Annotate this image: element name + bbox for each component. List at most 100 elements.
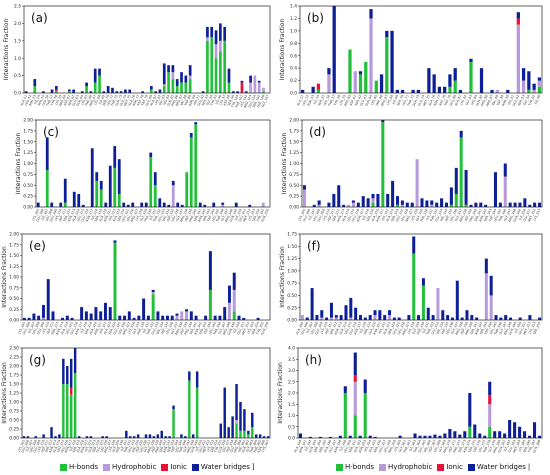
- legend-label-hbonds: H-bonds: [345, 463, 375, 471]
- x-tick-label-ile-350: ILE_350: [513, 321, 522, 334]
- x-tick-label-leu-308: LEU_308: [28, 439, 37, 453]
- bar-hydrophobic-ala-314: [347, 204, 351, 207]
- bar-hydrophobic-gln-64: [369, 18, 373, 93]
- bar-water-bridges-phe-330: [425, 200, 429, 207]
- x-tick-label-trp-344: TRP_344: [488, 208, 498, 223]
- bar-water-bridges-leu-345: [213, 315, 217, 320]
- x-tick-label-ser-341: SER_341: [158, 439, 167, 453]
- x-tick-label-arg-327: ARG_327: [401, 321, 411, 336]
- x-tick-label-val-334: VAL_334: [155, 321, 164, 335]
- bar-water-bridges-leu-308: [315, 315, 319, 320]
- bar-water-bridges-gly-329: [137, 315, 141, 320]
- x-tick-label-his-322: HIS_322: [108, 208, 117, 221]
- legend-item-water-bridges: Water bridges: [467, 463, 526, 471]
- y-tick-label: 1.75: [9, 242, 19, 248]
- y-tick-label: 1.50: [23, 139, 33, 145]
- bar-water-bridges-ser-319: [371, 193, 375, 199]
- y-tick-label: 3.0: [288, 368, 295, 374]
- bar-water-bridges-lys-68: [98, 68, 101, 76]
- bar-water-bridges-thr-72: [411, 89, 415, 93]
- x-tick-label-ser-319: SER_319: [72, 439, 81, 453]
- bar-water-bridges-lys-328: [412, 236, 416, 254]
- x-tick-label-asp-339: ASP_339: [150, 439, 159, 453]
- x-tick-label-val-334: VAL_334: [435, 321, 444, 335]
- bar-water-bridges-arg-87: [490, 89, 494, 93]
- bar-water-bridges-ser-341: [475, 317, 479, 320]
- x-tick-label-ala-314: ALA_314: [71, 208, 80, 222]
- bar-water-bridges-asn-321: [381, 120, 385, 123]
- legend-item-hbonds: H-bonds: [336, 463, 374, 471]
- bar-water-bridges-asp-335: [449, 187, 453, 205]
- x-tick-label-leu-345: LEU_345: [211, 208, 220, 222]
- bar-water-bridges-glu-325: [126, 204, 130, 207]
- x-tick-label-glu-316: GLU_316: [69, 321, 78, 335]
- panel-label: (e): [29, 239, 46, 253]
- y-axis-label: Interactions Fraction: [1, 362, 8, 424]
- x-tick-label-leu-56: LEU_56: [322, 94, 330, 106]
- x-tick-label-ala-323: ALA_323: [103, 321, 112, 335]
- bar-hydrophobic-tyr-95: [532, 89, 536, 93]
- y-tick-label: 1.25: [289, 150, 299, 156]
- bar-hydrophobic-gly-83: [162, 84, 166, 87]
- x-tick-label-ile-363: ILE_363: [408, 439, 417, 452]
- bar-water-bridges-ala-314: [77, 193, 81, 207]
- x-tick-label-arg-60: ARG_60: [58, 94, 67, 107]
- bar-water-bridges-asp-78: [443, 86, 447, 93]
- x-tick-label-val-88: VAL_88: [179, 94, 187, 106]
- bar-water-bridges-leu-315: [62, 358, 65, 384]
- bar-water-bridges-gln-349: [518, 202, 522, 207]
- x-tick-label-pro-86: PRO_86: [480, 94, 489, 107]
- x-tick-label-ser-93: SER_93: [517, 94, 526, 106]
- x-tick-label-trp-79: TRP_79: [443, 94, 452, 107]
- bar-water-bridges-lys-305: [36, 202, 40, 207]
- x-tick-label-arg-60: ARG_60: [343, 94, 352, 107]
- bar-water-bridges-ala-320: [376, 193, 380, 207]
- x-tick-label-lys-353: LYS_353: [247, 208, 256, 221]
- bar-h-bonds-tyr-95: [214, 58, 218, 93]
- bar-h-bonds-val-88: [184, 82, 188, 93]
- bar-water-bridges-gln-349: [232, 272, 236, 290]
- x-tick-label-lys-353: LYS_353: [528, 321, 537, 334]
- x-tick-label-ala-76: ALA_76: [428, 94, 437, 106]
- x-tick-label-trp-79: TRP_79: [140, 94, 149, 107]
- bar-water-bridges-ile-342: [308, 436, 312, 438]
- x-tick-label-asn-77: ASN_77: [433, 94, 442, 106]
- bar-water-bridges-met-352: [533, 202, 537, 207]
- x-tick-label-trp-89: TRP_89: [183, 94, 192, 107]
- x-tick-label-glu-92: GLU_92: [512, 94, 521, 106]
- bar-water-bridges-ile-363: [413, 433, 417, 438]
- x-tick-label-leu-308: LEU_308: [310, 321, 319, 335]
- legend-item-ionic: Ionic: [161, 463, 187, 471]
- chart-panel-3: 0.00 0.25 0.50 0.75 1.00 1.25 1.50 1.75 2.00 Inte…: [281, 118, 543, 223]
- x-tick-label-thr-378: THR_378: [482, 439, 492, 454]
- bar-h-bonds-gly-363: [251, 427, 254, 438]
- bar-hydrophobic-trp-344: [489, 295, 493, 320]
- x-tick-label-ala-81: ALA_81: [149, 94, 158, 106]
- bar-water-bridges-gly-94: [210, 26, 214, 38]
- bar-water-bridges-glu-325: [118, 315, 122, 320]
- x-tick-label-gln-349: GLN_349: [190, 439, 200, 453]
- bar-water-bridges-thr-332: [129, 436, 132, 438]
- bar-water-bridges-arg-87: [180, 72, 183, 83]
- bar-water-bridges-glu-325: [400, 200, 404, 205]
- bar-water-bridges-glu-333: [132, 436, 136, 438]
- bar-hydrophobic-ser-343: [484, 273, 488, 320]
- legend-bracket: |: [527, 463, 531, 471]
- bar-hydrophobic-asp-335: [171, 185, 175, 207]
- panel-label: (d): [309, 125, 326, 139]
- x-tick-label-his-84: HIS_84: [162, 94, 170, 105]
- y-tick-label: 0.75: [289, 172, 299, 178]
- bar-water-bridges-ile-69: [395, 89, 399, 93]
- x-tick-label-lys-68: LYS_68: [93, 94, 101, 105]
- plot-frame: [21, 233, 271, 321]
- x-tick-label-asp-311: ASP_311: [326, 208, 335, 222]
- bar-h-bonds-asp-98: [227, 82, 231, 93]
- bar-water-bridges-arg-348: [227, 285, 231, 303]
- y-tick-label: 0.25: [287, 305, 297, 311]
- panel-label: (a): [31, 11, 48, 25]
- y-tick-label: 0.00: [289, 205, 299, 211]
- x-tick-label-gln-64: GLN_64: [364, 94, 373, 107]
- bar-water-bridges-trp-344: [489, 275, 493, 296]
- y-tick-label: 1.75: [9, 373, 19, 379]
- bar-water-bridges-lys-360: [398, 435, 402, 438]
